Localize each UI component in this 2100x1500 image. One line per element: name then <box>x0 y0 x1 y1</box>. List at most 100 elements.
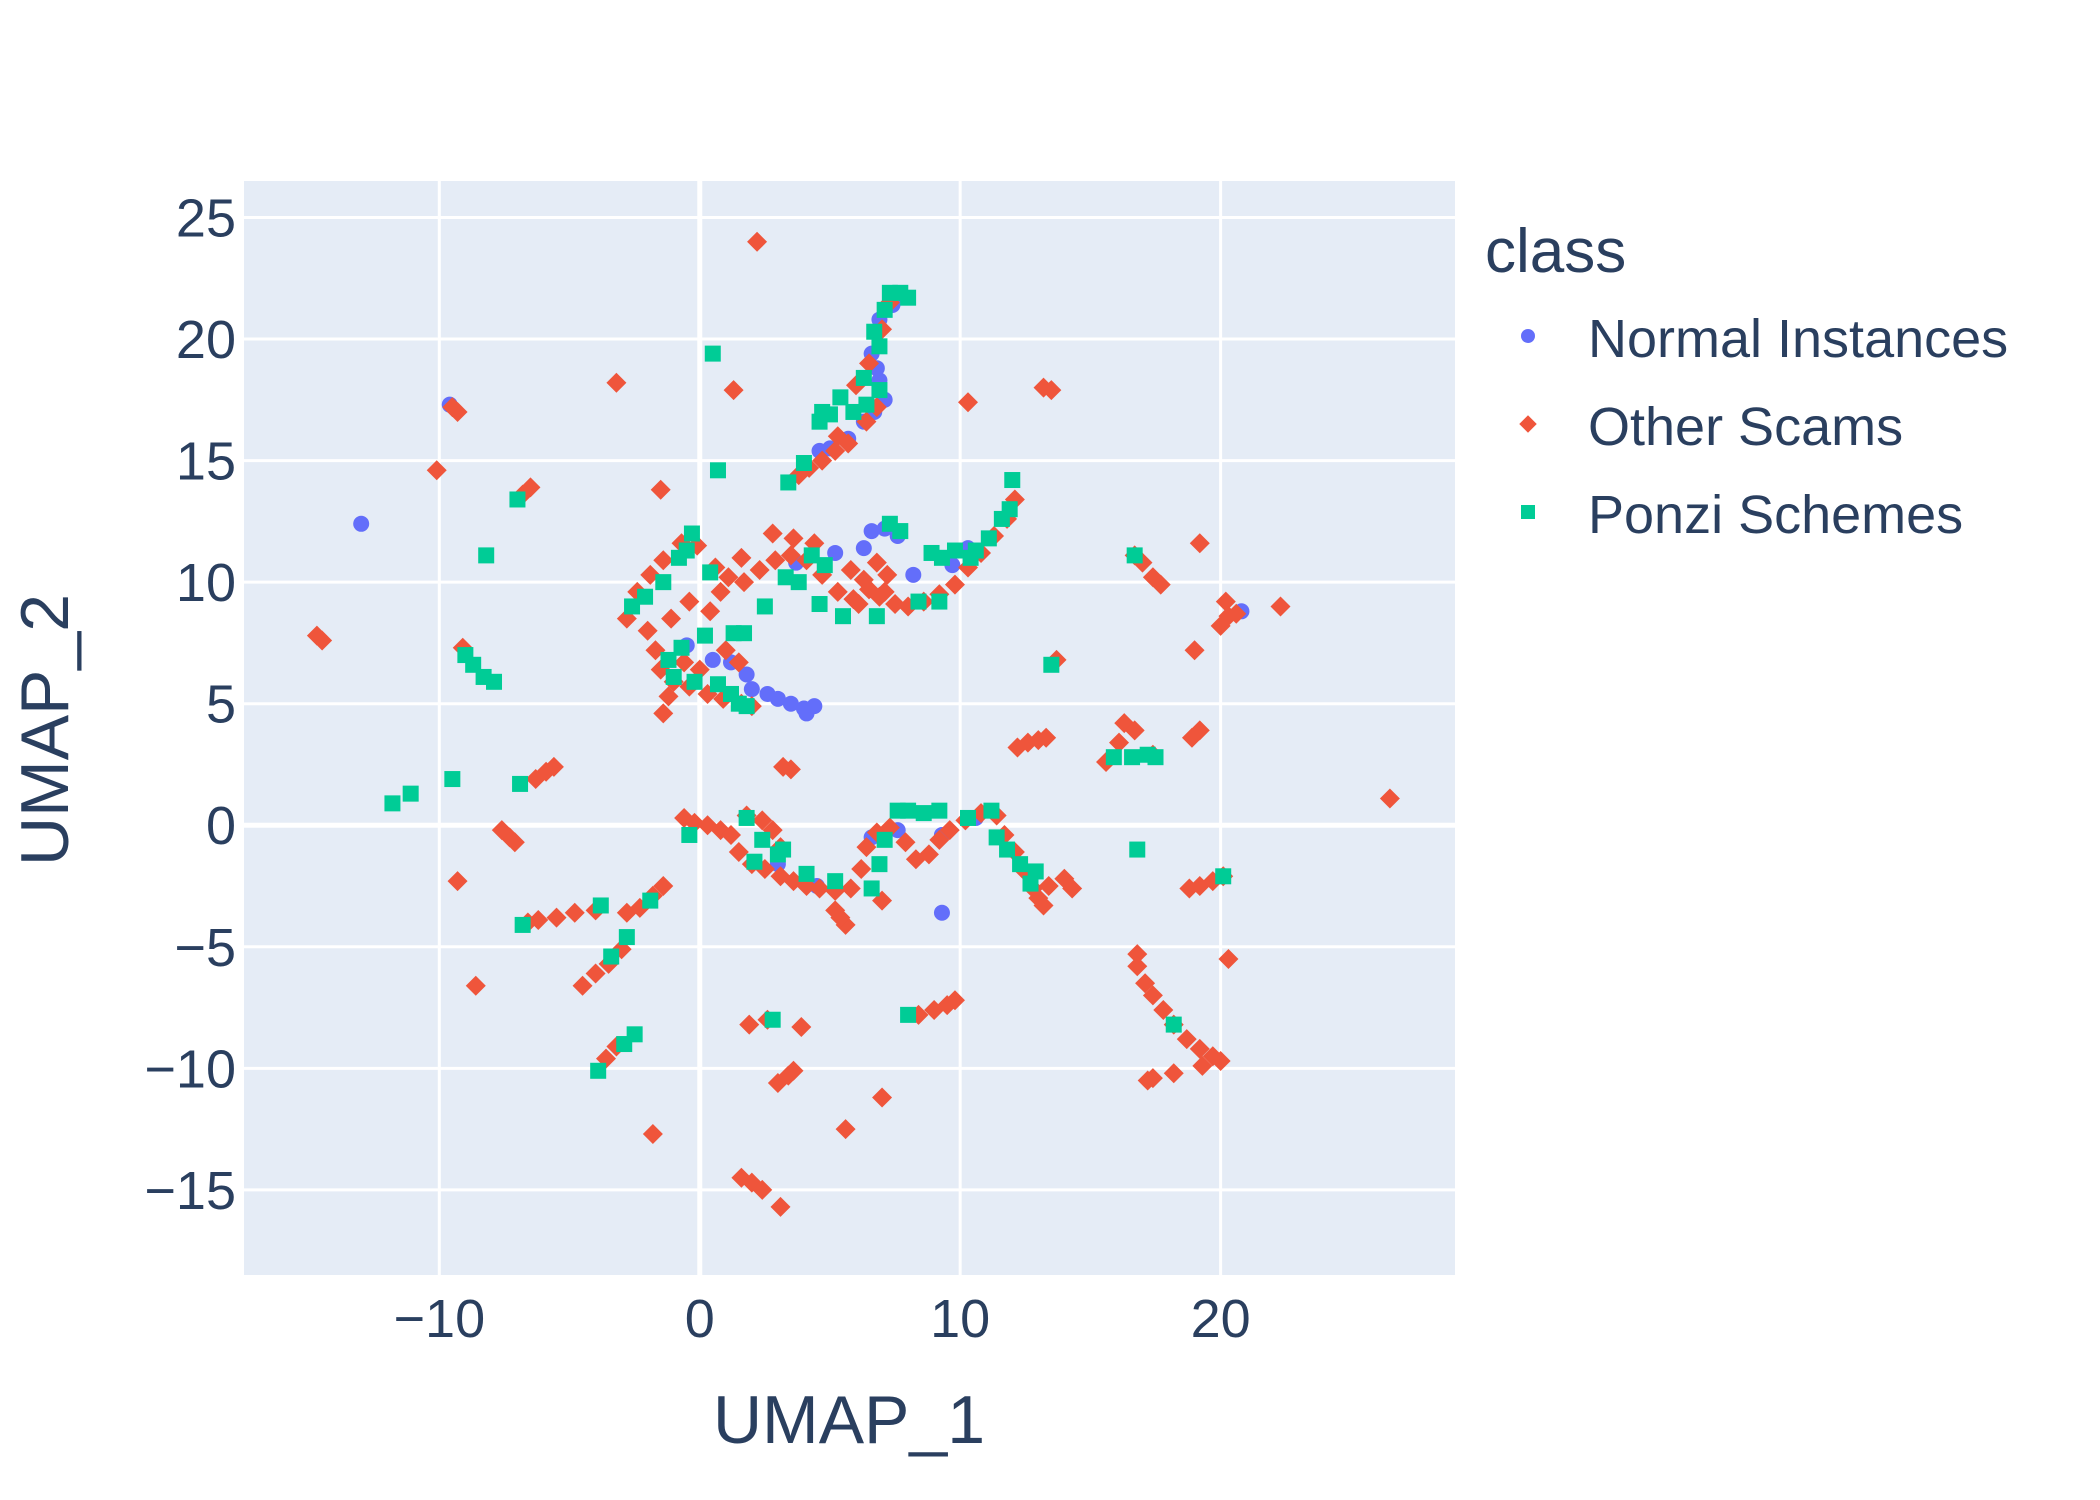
data-point <box>1215 591 1236 612</box>
legend-marker-icon <box>1521 329 1535 343</box>
plot-background <box>244 181 1455 1275</box>
data-point <box>637 588 654 605</box>
data-point <box>585 963 606 984</box>
y-tick-label: −5 <box>174 918 236 978</box>
data-point <box>1127 944 1148 965</box>
data-point <box>765 550 786 571</box>
data-points <box>306 231 1400 1217</box>
data-point <box>1176 1029 1197 1050</box>
data-point <box>603 948 620 965</box>
data-point <box>653 550 674 571</box>
data-point <box>1218 606 1239 627</box>
data-point <box>832 389 849 406</box>
data-point <box>1127 956 1148 977</box>
data-point <box>811 596 828 613</box>
data-point <box>1218 948 1239 969</box>
legend-marker-icon <box>1521 505 1535 519</box>
data-point <box>780 545 801 566</box>
data-point <box>825 440 846 461</box>
data-point <box>1163 1063 1184 1084</box>
data-point <box>859 353 880 374</box>
data-point <box>825 900 846 921</box>
data-point <box>353 515 370 532</box>
data-point <box>704 345 721 362</box>
data-point <box>525 769 546 790</box>
data-point <box>739 1014 760 1035</box>
data-point <box>1126 547 1143 564</box>
data-point <box>863 880 880 897</box>
data-point <box>798 865 815 882</box>
data-point <box>752 1179 773 1200</box>
data-point <box>869 586 890 607</box>
data-point <box>645 640 666 661</box>
legend: class Normal Instances Other Scams Ponzi S… <box>1485 217 2008 545</box>
data-point <box>931 802 948 819</box>
data-point <box>999 841 1016 858</box>
data-point <box>856 837 877 858</box>
data-point <box>752 810 773 831</box>
series-2 <box>384 284 1232 1079</box>
y-tick-label: 0 <box>206 796 236 856</box>
legend-label: Normal Instances <box>1588 309 2008 369</box>
data-point <box>1105 749 1122 766</box>
data-point <box>1270 596 1291 617</box>
data-point <box>590 1062 607 1079</box>
data-point <box>1027 863 1044 880</box>
data-point <box>835 1119 856 1140</box>
data-point <box>546 907 567 928</box>
data-point <box>465 975 486 996</box>
data-point <box>809 878 830 899</box>
data-point <box>734 572 755 593</box>
data-point <box>876 301 893 318</box>
data-point <box>915 805 932 822</box>
y-tick-label: 20 <box>176 310 236 370</box>
data-point <box>640 564 661 585</box>
x-tick-label: 10 <box>930 1289 990 1349</box>
y-axis-ticks: −15 −10 −5 0 5 10 15 20 25 <box>144 188 236 1220</box>
data-point <box>845 403 862 420</box>
data-point <box>1189 1038 1210 1059</box>
data-point <box>871 338 888 355</box>
data-point <box>967 542 984 559</box>
data-point <box>959 809 976 826</box>
data-point <box>723 380 744 401</box>
y-axis-title: UMAP_2 <box>7 594 83 866</box>
data-point <box>642 1123 663 1144</box>
data-point <box>780 474 797 491</box>
data-point <box>866 323 883 340</box>
data-point <box>709 676 726 693</box>
data-point <box>444 771 461 788</box>
data-point <box>798 705 815 722</box>
data-point <box>988 829 1005 846</box>
data-point <box>1153 1000 1174 1021</box>
data-point <box>564 902 585 923</box>
data-point <box>872 1087 893 1108</box>
data-point <box>514 916 531 933</box>
data-point <box>1215 868 1232 885</box>
grid-lines <box>244 181 1455 1275</box>
data-point <box>447 871 468 892</box>
data-point <box>683 525 700 542</box>
data-point <box>618 929 635 946</box>
data-point <box>504 832 525 853</box>
data-point <box>746 853 763 870</box>
data-point <box>1124 720 1145 741</box>
data-point <box>743 681 760 698</box>
data-point <box>783 1060 804 1081</box>
data-point <box>702 564 719 581</box>
data-point <box>1379 788 1400 809</box>
data-point <box>827 426 848 447</box>
data-point <box>1004 472 1021 489</box>
data-point <box>512 775 529 792</box>
data-point <box>918 844 939 865</box>
data-point <box>655 574 672 591</box>
data-point <box>1189 533 1210 554</box>
data-point <box>782 695 799 712</box>
data-point <box>853 569 874 590</box>
data-point <box>939 820 960 841</box>
data-point <box>704 651 721 668</box>
legend-label: Ponzi Schemes <box>1588 485 1963 545</box>
data-point <box>616 902 637 923</box>
data-point <box>895 832 916 853</box>
data-point <box>812 450 833 471</box>
